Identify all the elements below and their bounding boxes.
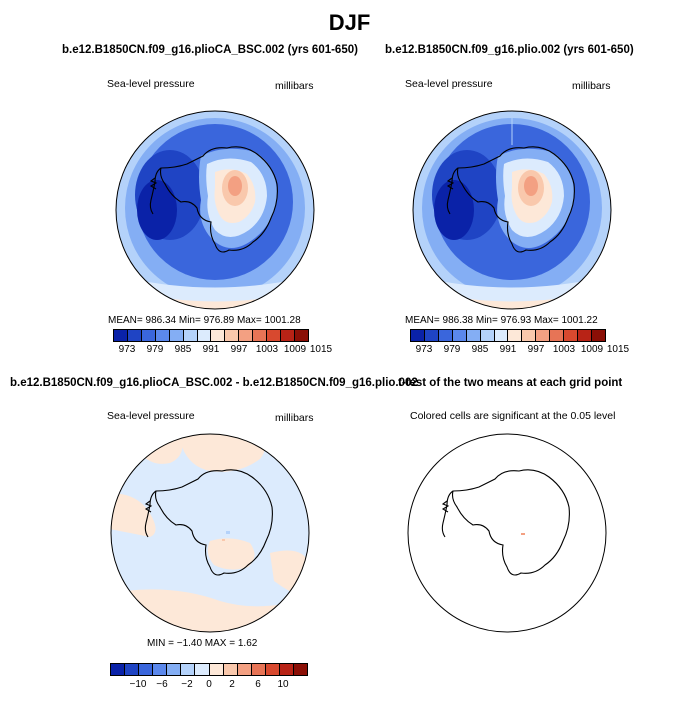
panel-1-title: b.e12.B1850CN.f09_g16.plioCA_BSC.002 (yr… xyxy=(62,44,358,56)
panel-1-tick-label: 1003 xyxy=(255,344,279,355)
panel-2-units-label: millibars xyxy=(572,80,611,92)
panel-1-slp-map xyxy=(115,110,315,310)
panel-2-stats: MEAN= 986.38 Min= 976.93 Max= 1001.22 xyxy=(405,315,598,326)
panel-3-colorbar xyxy=(110,663,308,676)
panel-2-tick-label: 1003 xyxy=(552,344,576,355)
panel-2-tick-label: 973 xyxy=(415,344,433,355)
panel-1-tick-label: 979 xyxy=(146,344,164,355)
panel-3-title: b.e12.B1850CN.f09_g16.plioCA_BSC.002 - b… xyxy=(10,377,418,389)
panel-1-stats: MEAN= 986.34 Min= 976.89 Max= 1001.28 xyxy=(108,315,301,326)
panel-3-tick-label: −10 xyxy=(129,679,147,690)
panel-1-variable-label: Sea-level pressure xyxy=(107,78,195,90)
panel-3-tick-label: −6 xyxy=(156,679,168,690)
panel-3-tick-label: 0 xyxy=(206,679,212,690)
panel-2-colorbar xyxy=(410,329,606,342)
panel-3-tick-label: 6 xyxy=(255,679,261,690)
panel-2-tick-label: 1009 xyxy=(580,344,604,355)
panel-4-significance-map xyxy=(407,433,607,633)
panel-2-tick-label: 1015 xyxy=(606,344,630,355)
panel-1-units-label: millibars xyxy=(275,80,314,92)
panel-3-tick-label: 2 xyxy=(229,679,235,690)
figure-title: DJF xyxy=(328,10,371,35)
panel-2-tick-label: 985 xyxy=(471,344,489,355)
panel-1-colorbar xyxy=(113,329,309,342)
panel-3-units-label: millibars xyxy=(275,412,314,424)
panel-3-variable-label: Sea-level pressure xyxy=(107,410,195,422)
panel-1-tick-label: 991 xyxy=(202,344,220,355)
panel-4-title: t-test of the two means at each grid poi… xyxy=(398,377,623,389)
panel-3-tick-label: 10 xyxy=(277,679,289,690)
panel-2-tick-label: 997 xyxy=(527,344,545,355)
panel-3-tick-label: −2 xyxy=(181,679,193,690)
panel-1-tick-label: 1015 xyxy=(309,344,333,355)
significant-cell xyxy=(521,533,525,535)
panel-2-tick-label: 979 xyxy=(443,344,461,355)
panel-2-slp-map xyxy=(412,110,612,310)
panel-2-variable-label: Sea-level pressure xyxy=(405,78,493,90)
panel-1-tick-label: 1009 xyxy=(283,344,307,355)
panel-4-note: Colored cells are significant at the 0.0… xyxy=(410,410,616,422)
panel-1-tick-label: 973 xyxy=(118,344,136,355)
panel-1-tick-label: 985 xyxy=(174,344,192,355)
panel-1-tick-label: 997 xyxy=(230,344,248,355)
panel-3-stats: MIN = −1.40 MAX = 1.62 xyxy=(147,638,258,649)
panel-3-difference-map xyxy=(110,433,310,633)
panel-2-tick-label: 991 xyxy=(499,344,517,355)
panel-2-title: b.e12.B1850CN.f09_g16.plio.002 (yrs 601-… xyxy=(385,44,634,56)
